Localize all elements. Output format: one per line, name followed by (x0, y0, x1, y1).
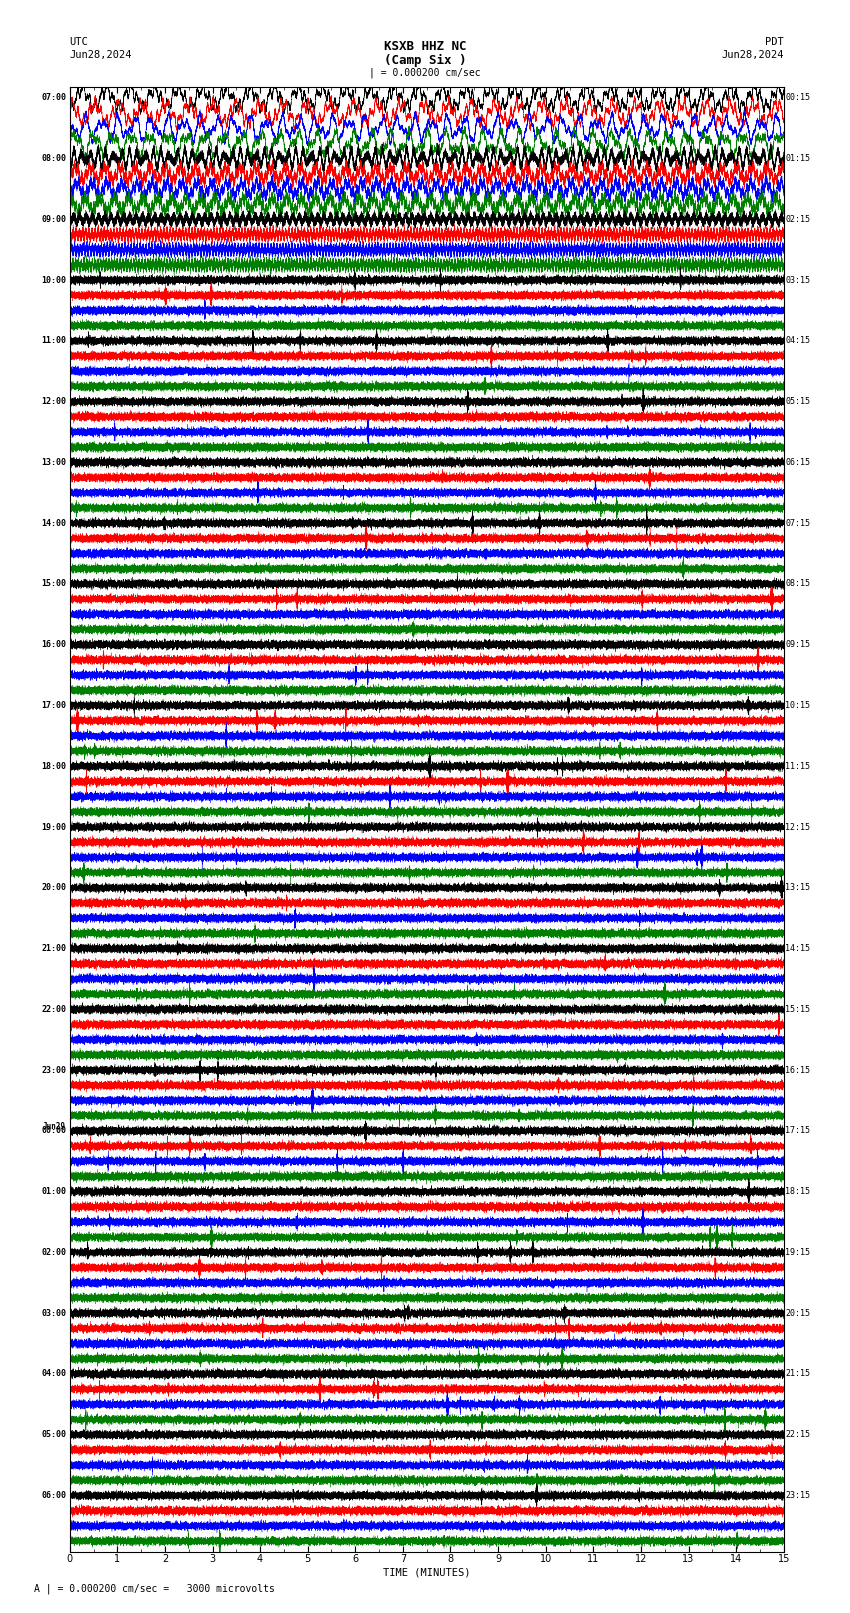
Text: PDT: PDT (765, 37, 784, 47)
Text: 08:00: 08:00 (41, 153, 66, 163)
Text: 04:15: 04:15 (785, 337, 810, 345)
Text: Jun28,2024: Jun28,2024 (721, 50, 784, 60)
Text: 13:15: 13:15 (785, 884, 810, 892)
Text: 10:15: 10:15 (785, 702, 810, 710)
Text: KSXB HHZ NC: KSXB HHZ NC (383, 39, 467, 53)
Text: 07:00: 07:00 (41, 94, 66, 102)
Text: 22:15: 22:15 (785, 1431, 810, 1439)
Text: 18:00: 18:00 (41, 761, 66, 771)
Text: 20:15: 20:15 (785, 1308, 810, 1318)
Text: 16:15: 16:15 (785, 1066, 810, 1074)
Text: 06:00: 06:00 (41, 1490, 66, 1500)
Text: 02:15: 02:15 (785, 215, 810, 224)
Text: Jun28,2024: Jun28,2024 (70, 50, 133, 60)
Text: 22:00: 22:00 (41, 1005, 66, 1015)
Text: 09:15: 09:15 (785, 640, 810, 648)
Text: 20:00: 20:00 (41, 884, 66, 892)
Text: 07:15: 07:15 (785, 519, 810, 527)
Text: 01:00: 01:00 (41, 1187, 66, 1197)
Text: 03:00: 03:00 (41, 1308, 66, 1318)
Text: 19:15: 19:15 (785, 1248, 810, 1257)
Text: 21:00: 21:00 (41, 944, 66, 953)
Text: 19:00: 19:00 (41, 823, 66, 831)
Text: UTC: UTC (70, 37, 88, 47)
Text: 23:15: 23:15 (785, 1490, 810, 1500)
Text: Jun29: Jun29 (43, 1121, 66, 1131)
Text: 11:00: 11:00 (41, 337, 66, 345)
Text: 11:15: 11:15 (785, 761, 810, 771)
X-axis label: TIME (MINUTES): TIME (MINUTES) (383, 1568, 470, 1578)
Text: 05:15: 05:15 (785, 397, 810, 406)
Text: 21:15: 21:15 (785, 1369, 810, 1379)
Text: 14:15: 14:15 (785, 944, 810, 953)
Text: 13:00: 13:00 (41, 458, 66, 466)
Text: 23:00: 23:00 (41, 1066, 66, 1074)
Text: 15:15: 15:15 (785, 1005, 810, 1015)
Text: 02:00: 02:00 (41, 1248, 66, 1257)
Text: 01:15: 01:15 (785, 153, 810, 163)
Text: 05:00: 05:00 (41, 1431, 66, 1439)
Text: 12:15: 12:15 (785, 823, 810, 831)
Text: 10:00: 10:00 (41, 276, 66, 284)
Text: | = 0.000200 cm/sec: | = 0.000200 cm/sec (369, 68, 481, 79)
Text: 15:00: 15:00 (41, 579, 66, 589)
Text: 16:00: 16:00 (41, 640, 66, 648)
Text: (Camp Six ): (Camp Six ) (383, 53, 467, 68)
Text: 04:00: 04:00 (41, 1369, 66, 1379)
Text: 14:00: 14:00 (41, 519, 66, 527)
Text: 08:15: 08:15 (785, 579, 810, 589)
Text: 17:15: 17:15 (785, 1126, 810, 1136)
Text: 09:00: 09:00 (41, 215, 66, 224)
Text: 06:15: 06:15 (785, 458, 810, 466)
Text: 17:00: 17:00 (41, 702, 66, 710)
Text: 12:00: 12:00 (41, 397, 66, 406)
Text: 18:15: 18:15 (785, 1187, 810, 1197)
Text: 00:00: 00:00 (41, 1126, 66, 1136)
Text: 00:15: 00:15 (785, 94, 810, 102)
Text: A | = 0.000200 cm/sec =   3000 microvolts: A | = 0.000200 cm/sec = 3000 microvolts (34, 1582, 275, 1594)
Text: 03:15: 03:15 (785, 276, 810, 284)
